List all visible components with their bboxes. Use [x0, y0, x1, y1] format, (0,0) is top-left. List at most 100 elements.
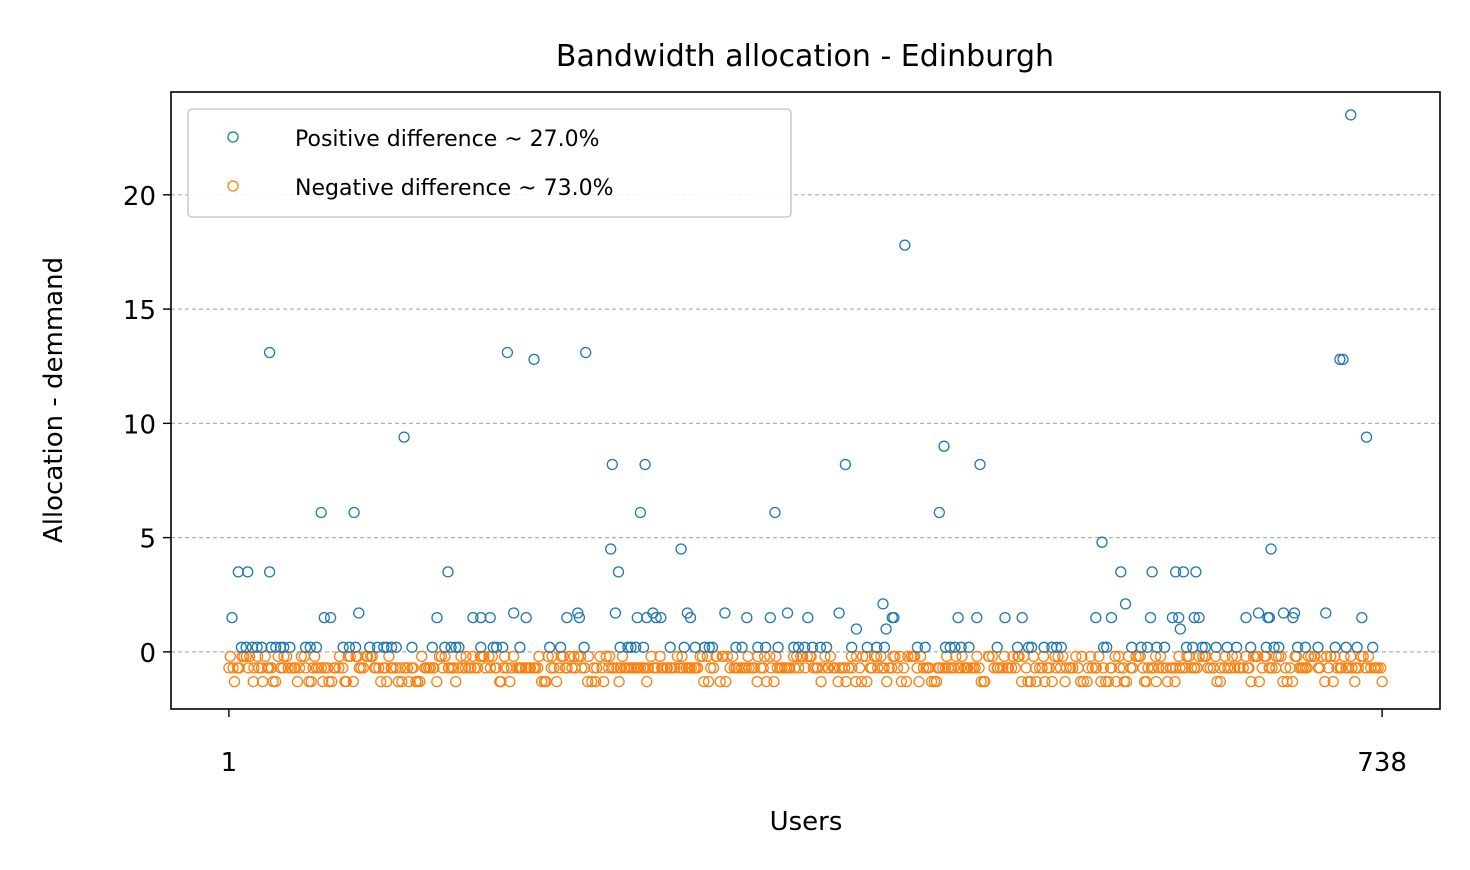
data-point-negative — [1043, 662, 1055, 674]
data-point-positive — [802, 611, 814, 624]
data-point-positive — [1351, 641, 1363, 653]
data-point-negative — [431, 675, 443, 688]
data-point-positive — [1334, 353, 1346, 366]
data-point-negative — [881, 675, 893, 688]
data-point-positive — [1188, 611, 1200, 624]
data-point-positive — [1055, 641, 1067, 653]
data-point-negative — [845, 650, 858, 663]
data-point-positive — [877, 598, 889, 610]
data-point-negative — [1102, 675, 1115, 688]
data-point-positive — [736, 641, 748, 653]
data-point-negative — [657, 662, 669, 674]
data-point-negative — [295, 650, 307, 663]
data-point-negative — [1109, 650, 1121, 663]
y-axis-label: Allocation - demmand — [39, 257, 69, 543]
data-point-negative — [407, 662, 419, 674]
data-point-negative — [973, 662, 985, 674]
data-point-negative — [1252, 650, 1264, 663]
data-point-negative — [645, 650, 657, 663]
data-point-negative — [347, 675, 359, 688]
data-point-positive — [1144, 611, 1157, 624]
legend-marker-negative — [227, 180, 239, 192]
data-point-positive — [1312, 641, 1324, 653]
data-point-negative — [471, 662, 484, 674]
data-point-negative — [768, 675, 780, 688]
data-point-negative — [1039, 675, 1051, 688]
data-point-negative — [459, 662, 472, 674]
data-point-negative — [1362, 650, 1375, 663]
data-point-positive — [1174, 623, 1186, 635]
data-point-negative — [764, 650, 776, 663]
data-point-negative — [586, 675, 598, 688]
data-point-positive — [1268, 641, 1280, 653]
data-point-negative — [641, 675, 653, 688]
data-point-negative — [373, 662, 385, 674]
data-point-positive — [226, 611, 238, 624]
data-point-negative — [642, 662, 654, 674]
data-point-negative — [1009, 662, 1021, 674]
data-point-negative — [975, 675, 987, 688]
data-point-negative — [911, 662, 923, 674]
data-point-negative — [340, 675, 352, 688]
data-point-negative — [1150, 675, 1162, 688]
data-point-positive — [703, 641, 715, 653]
data-point-negative — [856, 650, 869, 663]
data-point-positive — [664, 641, 676, 653]
data-point-positive — [759, 641, 772, 653]
data-point-positive — [933, 506, 945, 519]
data-point-negative — [707, 662, 720, 674]
data-point-negative — [846, 662, 858, 674]
x-tick-label: 738 — [1357, 748, 1407, 778]
data-point-positive — [572, 607, 584, 619]
data-point-positive — [1360, 431, 1373, 443]
data-point-negative — [416, 650, 428, 663]
data-point-negative — [394, 662, 407, 674]
data-point-negative — [886, 662, 898, 674]
data-point-negative — [1036, 662, 1048, 674]
data-point-positive — [806, 641, 819, 653]
data-point-negative — [1005, 662, 1018, 674]
data-point-negative — [305, 675, 317, 688]
data-point-negative — [705, 662, 717, 674]
data-point-positive — [1022, 641, 1035, 653]
data-point-negative — [714, 675, 726, 688]
data-point-negative — [337, 662, 349, 674]
data-point-negative — [962, 662, 974, 674]
data-point-negative — [1237, 662, 1249, 674]
data-point-negative — [390, 662, 402, 674]
legend-label-positive: Positive difference ~ 27.0% — [295, 127, 600, 152]
data-point-negative — [1314, 662, 1326, 674]
data-point-negative — [576, 662, 588, 674]
data-point-negative — [1169, 675, 1181, 688]
data-point-negative — [752, 650, 764, 663]
data-point-positive — [1025, 641, 1038, 653]
data-point-negative — [1093, 650, 1105, 663]
data-point-negative — [467, 650, 479, 663]
data-point-negative — [783, 662, 796, 674]
data-point-negative — [588, 662, 600, 674]
data-point-negative — [971, 650, 983, 663]
data-point-negative — [1030, 675, 1042, 688]
data-point-negative — [668, 662, 681, 674]
data-point-negative — [414, 675, 426, 688]
data-point-negative — [671, 650, 684, 663]
data-point-negative — [889, 650, 901, 663]
data-point-positive — [484, 611, 496, 624]
data-point-positive — [1016, 611, 1028, 624]
data-point-negative — [1284, 662, 1296, 674]
data-point-positive — [1050, 641, 1063, 653]
data-point-negative — [1060, 662, 1072, 674]
data-point-positive — [315, 506, 327, 519]
data-point-positive — [614, 641, 626, 653]
data-point-positive — [1320, 607, 1332, 619]
data-point-negative — [913, 675, 925, 688]
data-point-negative — [698, 675, 710, 688]
data-point-positive — [1367, 641, 1379, 653]
data-point-positive — [971, 611, 983, 624]
data-point-negative — [265, 662, 278, 674]
data-point-negative — [1207, 662, 1219, 674]
data-point-negative — [504, 675, 516, 688]
data-point-negative — [832, 675, 844, 688]
data-point-positive — [580, 346, 592, 359]
data-point-negative — [787, 650, 800, 663]
